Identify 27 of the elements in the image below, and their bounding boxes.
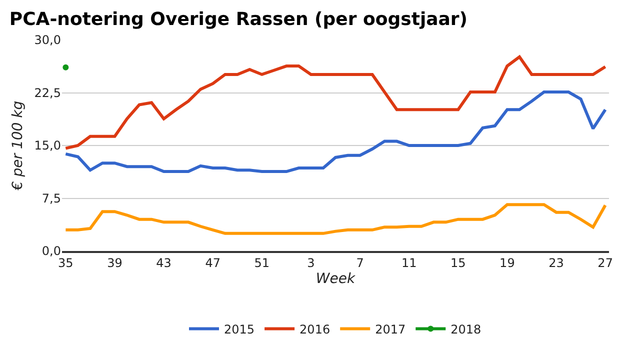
y-tick-label: 7,5 [42,191,61,206]
y-tick-label: 30,0 [34,33,61,48]
y-axis-title: € per 100 kg [10,100,26,192]
x-tick-label: 19 [500,256,515,270]
x-tick-label: 7 [356,256,364,270]
x-tick-label: 51 [254,256,270,270]
legend-label: 2017 [375,322,406,336]
legend-label: 2015 [224,322,255,336]
line-series [64,90,607,174]
line-series [64,55,607,150]
line-series [64,203,607,235]
x-tick-label: 27 [598,256,613,270]
x-tick-label: 47 [205,256,220,270]
y-tick-label: 22,5 [34,86,61,100]
x-tick-label: 11 [401,256,417,270]
legend-label: 2018 [450,322,482,336]
x-axis-title: Week [316,270,356,287]
x-tick-label: 15 [450,256,466,270]
x-tick-label: 23 [548,256,564,270]
x-tick-label: 3 [307,256,315,270]
x-tick-label: 43 [156,256,172,270]
legend-label: 2016 [300,322,330,336]
x-tick-label: 35 [58,256,74,270]
y-tick-label: 0,0 [42,244,61,258]
y-tick-label: 15,0 [34,138,61,153]
x-tick-label: 39 [107,256,122,270]
chart-title: PCA-notering Overige Rassen (per oogstjaar) [9,9,468,30]
